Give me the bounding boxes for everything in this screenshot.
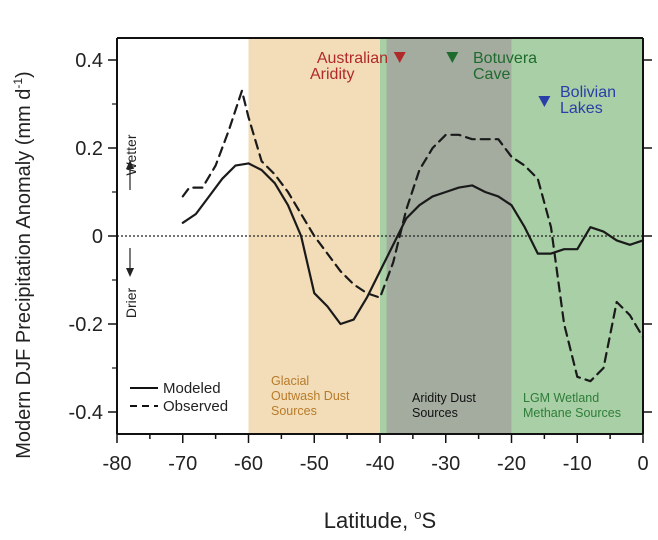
wetter-arrow-head — [126, 160, 134, 169]
legend: Modeled Observed — [130, 380, 228, 415]
y-tick-label: 0 — [92, 226, 103, 248]
x-tick-label: -50 — [300, 453, 329, 475]
site-marker-label: Cave — [473, 66, 510, 83]
site-marker-label: Lakes — [560, 100, 603, 117]
series-observed-line — [181, 89, 645, 383]
x-tick-label: -20 — [497, 453, 526, 475]
region-label-lgm: Methane Sources — [523, 406, 621, 420]
legend-modeled-label: Modeled — [163, 380, 221, 397]
series-modeled-line — [181, 162, 645, 326]
drier-label: Drier — [123, 288, 139, 319]
site-marker-triangle — [446, 52, 459, 63]
region-label-glacial: Outwash Dust — [271, 389, 350, 403]
site-marker-triangle — [393, 52, 406, 63]
y-axis-title-sup: -1 — [11, 78, 25, 89]
x-tick-label: -10 — [563, 453, 592, 475]
y-tick-label: -0.4 — [69, 402, 103, 424]
x-tick-label: -30 — [431, 453, 460, 475]
x-axis-title-sup: o — [414, 507, 421, 522]
site-marker-label: Aridity — [310, 66, 354, 83]
region-label-lgm: LGM Wetland — [523, 391, 599, 405]
region-label-glacial: Glacial — [271, 374, 309, 388]
site-marker-label: Bolivian — [560, 84, 616, 101]
y-tick-label: -0.2 — [69, 314, 103, 336]
region-label-aridity: Aridity Dust — [412, 391, 476, 405]
y-tick-label: 0.2 — [75, 138, 103, 160]
site-marker-label: Australian — [317, 50, 388, 67]
x-tick-label: -70 — [168, 453, 197, 475]
x-tick-label: 0 — [637, 453, 648, 475]
wetter-label: Wetter — [123, 134, 139, 175]
x-tick-label: -80 — [103, 453, 132, 475]
axes — [108, 37, 652, 443]
x-axis-title: Latitude, oS — [324, 507, 436, 533]
site-marker-triangle — [538, 96, 551, 107]
y-tick-label: 0.4 — [75, 50, 103, 72]
site-marker-label: Botuvera — [473, 50, 537, 67]
legend-observed-label: Observed — [163, 398, 228, 415]
x-tick-label: -40 — [366, 453, 395, 475]
drier-arrow-head — [126, 268, 134, 277]
x-tick-label: -60 — [234, 453, 263, 475]
tick-labels: -80 -70 -60 -50 -40 -30 -20 -10 0 0.4 0.2 0 -0.2 -0.4 — [69, 50, 649, 475]
region-label-aridity: Sources — [412, 406, 458, 420]
drier-indicator: Drier — [123, 248, 139, 318]
y-axis-title: Modern DJF Precipitation Anomaly (mm d-1… — [11, 71, 35, 458]
region-label-glacial: Sources — [271, 404, 317, 418]
wetter-indicator: Wetter — [123, 134, 139, 190]
data-series — [181, 89, 645, 383]
